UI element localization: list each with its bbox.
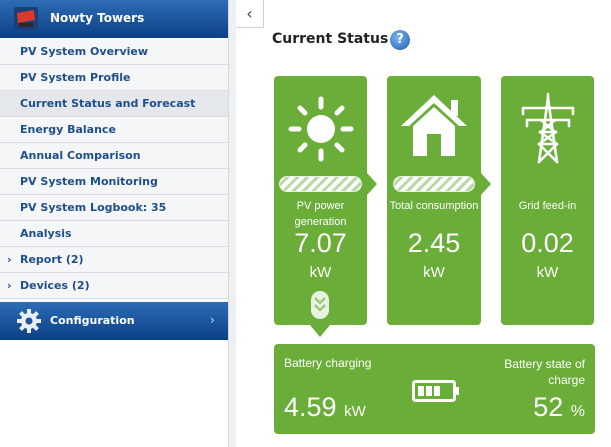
battery-charging-unit: kW (344, 403, 366, 420)
flow-arrow-down (310, 325, 330, 337)
tile-value: 0.02 (521, 228, 574, 258)
battery-charging-value: 4.59 kW (284, 392, 366, 423)
page-title: Current Status (272, 31, 389, 47)
house-icon (401, 95, 467, 156)
sidebar-menu: PV System Overview PV System Profile Cur… (0, 39, 228, 299)
flow-arrow-right (367, 173, 377, 195)
chevron-right-icon: › (7, 279, 12, 292)
tile-value: 2.45 (407, 228, 461, 258)
sidebar-item-pv-system-profile[interactable]: PV System Profile (0, 65, 228, 91)
configuration-button[interactable]: Configuration › (0, 302, 228, 340)
battery-soc-number: 52 (533, 392, 564, 422)
sidebar-item-analysis[interactable]: Analysis (0, 221, 228, 247)
gear-icon (17, 309, 41, 333)
sidebar-item-logbook[interactable]: PV System Logbook: 35 (0, 195, 228, 221)
chevron-down-flow-icon (311, 291, 329, 319)
sidebar-item-label: Current Status and Forecast (20, 97, 196, 110)
sidebar-item-label: Analysis (20, 227, 72, 240)
configuration-label: Configuration (50, 314, 135, 327)
sidebar-item-label: PV System Profile (20, 71, 131, 84)
pv-generation-tile: PV power generation 7.07 kW (274, 76, 367, 325)
sidebar-item-current-status[interactable]: Current Status and Forecast (0, 91, 228, 117)
tile-label: Total consumption (389, 200, 479, 212)
tile-unit: kW (309, 264, 332, 281)
help-icon[interactable]: ? (390, 30, 410, 50)
grid-feed-in-tile: Grid feed-in 0.02 kW (501, 76, 594, 325)
sidebar-item-label: PV System Monitoring (20, 175, 158, 188)
flow-indicator (393, 176, 475, 192)
battery-soc-value: 52 % (533, 392, 585, 423)
flow-arrow-right (481, 173, 491, 195)
battery-soc-unit: % (570, 403, 585, 420)
power-tower-icon (521, 92, 575, 164)
total-consumption-tile: Total consumption 2.45 kW (387, 76, 481, 325)
chevron-left-icon: ‹ (246, 4, 253, 23)
battery-icon (412, 380, 459, 402)
tile-unit: kW (423, 264, 445, 281)
sidebar-title: Nowty Towers (50, 11, 145, 25)
sidebar-item-label: Annual Comparison (20, 149, 141, 162)
sidebar-item-energy-balance[interactable]: Energy Balance (0, 117, 228, 143)
tile-value: 7.07 (294, 228, 347, 258)
flow-indicator (279, 176, 362, 192)
sidebar-item-annual-comparison[interactable]: Annual Comparison (0, 143, 228, 169)
sidebar-item-label: Report (2) (20, 253, 84, 266)
sidebar-item-report[interactable]: › Report (2) (0, 247, 228, 273)
battery-soc-label: Battery state of charge (504, 357, 585, 387)
collapse-sidebar-button[interactable]: ‹ (236, 0, 264, 28)
tile-unit: kW (536, 264, 559, 281)
sidebar-item-pv-system-monitoring[interactable]: PV System Monitoring (0, 169, 228, 195)
sidebar-item-label: PV System Logbook: 35 (20, 201, 167, 214)
sidebar-item-pv-system-overview[interactable]: PV System Overview (0, 39, 228, 65)
tile-label: PV power generation (294, 200, 347, 228)
chevron-right-icon: › (7, 253, 12, 266)
sun-icon (288, 96, 354, 162)
battery-panel: Battery charging 4.59 kW Battery state o… (274, 344, 595, 434)
plant-icon (14, 7, 38, 30)
sidebar-header[interactable]: Nowty Towers (0, 0, 228, 38)
battery-charging-label: Battery charging (284, 356, 372, 370)
battery-charging-number: 4.59 (284, 392, 337, 422)
sidebar-item-label: Energy Balance (20, 123, 116, 136)
tile-label: Grid feed-in (518, 200, 577, 212)
chevron-right-icon: › (210, 313, 215, 327)
sidebar-item-label: PV System Overview (20, 45, 149, 58)
sidebar-item-devices[interactable]: › Devices (2) (0, 273, 228, 299)
sidebar: Nowty Towers PV System Overview PV Syste… (0, 0, 228, 447)
sidebar-item-label: Devices (2) (20, 279, 90, 292)
sidebar-divider (228, 0, 236, 447)
